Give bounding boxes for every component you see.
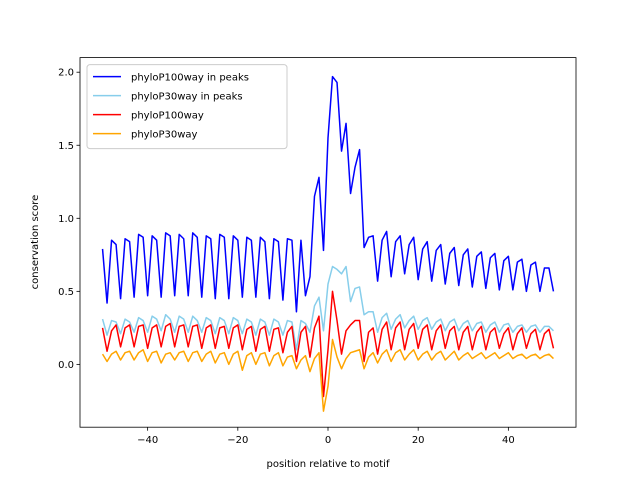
series-line: [101, 290, 555, 398]
x-tick-label: 40: [502, 435, 515, 446]
y-tick-label: 0.0: [58, 360, 74, 371]
legend-label: phyloP100way: [131, 111, 204, 122]
series-line: [101, 265, 554, 351]
y-tick-label: 2.0: [58, 68, 74, 79]
series-line: [101, 338, 554, 412]
y-tick-label: 1.0: [58, 214, 74, 225]
legend-label: phyloP30way in peaks: [131, 92, 243, 103]
y-axis-label: conservation score: [30, 195, 41, 290]
y-tick-label: 1.5: [58, 141, 74, 152]
legend-frame: [86, 64, 288, 150]
x-tick-label: −20: [227, 435, 248, 446]
legend-label: phyloP30way: [131, 130, 198, 141]
legend-label: phyloP100way in peaks: [131, 73, 249, 84]
series-line: [101, 75, 555, 313]
x-axis-label: position relative to motif: [267, 459, 390, 470]
plot-frame: [79, 57, 577, 428]
y-tick-label: 0.5: [58, 287, 74, 298]
x-tick-label: 20: [412, 435, 425, 446]
x-tick-label: 0: [325, 435, 331, 446]
x-tick-label: −40: [137, 435, 158, 446]
